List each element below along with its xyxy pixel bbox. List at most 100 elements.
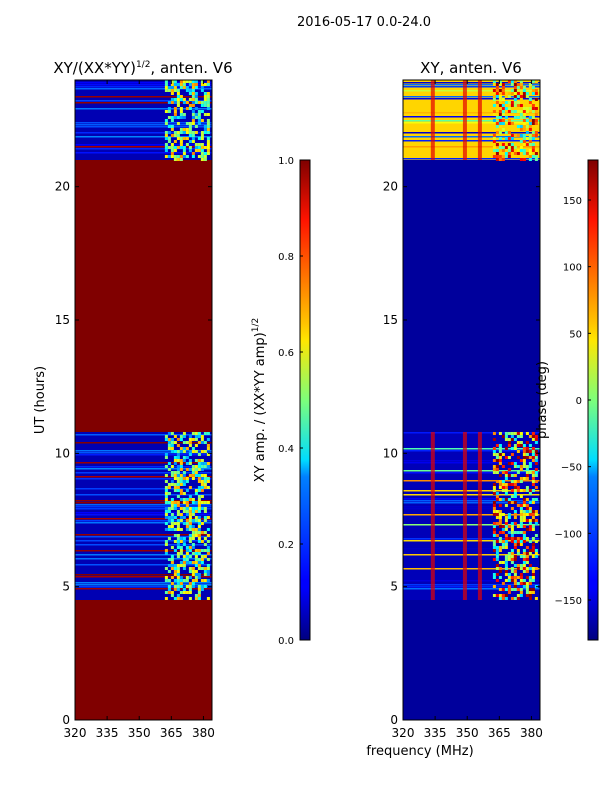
heatmap-cell <box>188 546 192 549</box>
heatmap-cell <box>516 152 520 155</box>
heatmap-cell <box>528 501 532 504</box>
heatmap-cell <box>498 459 502 462</box>
heatmap-cell <box>164 80 168 83</box>
heatmap-cell <box>531 525 535 528</box>
heatmap-cell <box>173 474 177 477</box>
heatmap-stripe <box>75 148 212 150</box>
heatmap-cell <box>531 573 535 576</box>
heatmap-cell <box>528 152 532 155</box>
heatmap-cell <box>191 432 195 435</box>
heatmap-cell <box>498 155 502 158</box>
heatmap-cell <box>504 522 508 525</box>
heatmap-cell <box>206 149 210 152</box>
heatmap-cell <box>167 444 171 447</box>
heatmap-cell <box>534 567 538 570</box>
heatmap-cell <box>495 149 499 152</box>
heatmap-cell <box>492 468 496 471</box>
heatmap-cell <box>501 92 505 95</box>
heatmap-stripe <box>75 550 212 552</box>
heatmap-cell <box>176 486 180 489</box>
heatmap-cell <box>164 498 168 501</box>
heatmap-cell <box>504 558 508 561</box>
heatmap-cell <box>170 561 174 564</box>
heatmap-cell <box>531 528 535 531</box>
heatmap-cell <box>194 149 198 152</box>
heatmap-cell <box>203 152 207 155</box>
heatmap-cell <box>531 110 535 113</box>
colorbar-tick-label: 0.4 <box>278 444 294 455</box>
heatmap-cell <box>513 501 517 504</box>
heatmap-cell <box>206 549 210 552</box>
heatmap-cell <box>495 122 499 125</box>
heatmap-cell <box>492 471 496 474</box>
heatmap-stripe <box>75 508 212 510</box>
heatmap-cell <box>191 468 195 471</box>
heatmap-cell <box>507 104 511 107</box>
heatmap-cell <box>531 474 535 477</box>
heatmap-cell <box>182 113 186 116</box>
heatmap-cell <box>179 537 183 540</box>
heatmap-cell <box>519 113 523 116</box>
heatmap-cell <box>522 95 526 98</box>
heatmap-cell <box>522 158 526 161</box>
heatmap-region <box>403 160 540 432</box>
heatmap-cell <box>504 528 508 531</box>
heatmap-cell <box>200 83 204 86</box>
heatmap-stripe <box>75 502 212 504</box>
heatmap-cell <box>194 579 198 582</box>
heatmap-cell <box>513 522 517 525</box>
y-tick-label: 5 <box>62 580 70 594</box>
heatmap-cell <box>513 80 517 83</box>
heatmap-cell <box>516 576 520 579</box>
heatmap-cell <box>185 122 189 125</box>
heatmap-cell <box>194 501 198 504</box>
heatmap-cell <box>206 95 210 98</box>
heatmap-cell <box>173 501 177 504</box>
heatmap-cell <box>167 519 171 522</box>
heatmap-cell <box>534 441 538 444</box>
heatmap-stripe <box>75 512 212 514</box>
heatmap-cell <box>492 119 496 122</box>
heatmap-cell <box>194 507 198 510</box>
heatmap-cell <box>191 498 195 501</box>
heatmap-cell <box>173 573 177 576</box>
heatmap-stripe <box>75 108 212 110</box>
heatmap-cell <box>203 465 207 468</box>
heatmap-cell <box>176 537 180 540</box>
heatmap-cell <box>534 498 538 501</box>
heatmap-cell <box>519 489 523 492</box>
heatmap-cell <box>200 101 204 104</box>
heatmap-cell <box>531 576 535 579</box>
heatmap-cell <box>197 558 201 561</box>
heatmap-cell <box>522 510 526 513</box>
heatmap-cell <box>528 83 532 86</box>
heatmap-cell <box>495 83 499 86</box>
heatmap-cell <box>170 128 174 131</box>
heatmap-cell <box>182 131 186 134</box>
heatmap-stripe <box>75 468 212 470</box>
heatmap-cell <box>519 128 523 131</box>
heatmap-cell <box>200 489 204 492</box>
heatmap-cell <box>206 564 210 567</box>
heatmap-stripe <box>75 136 212 138</box>
heatmap-cell <box>507 149 511 152</box>
colorbar-tick-label: −50 <box>561 463 582 474</box>
heatmap-cell <box>173 113 177 116</box>
heatmap-cell <box>504 489 508 492</box>
heatmap-cell <box>522 119 526 122</box>
heatmap-stripe <box>403 460 540 462</box>
heatmap-cell <box>188 450 192 453</box>
heatmap-cell <box>191 507 195 510</box>
heatmap-cell <box>534 480 538 483</box>
heatmap-cell <box>504 588 508 591</box>
heatmap-cell <box>203 432 207 435</box>
heatmap-cell <box>531 555 535 558</box>
heatmap-cell <box>170 507 174 510</box>
heatmap-cell <box>504 555 508 558</box>
heatmap-cell <box>531 149 535 152</box>
heatmap-cell <box>525 570 529 573</box>
heatmap-cell <box>495 465 499 468</box>
heatmap-cell <box>531 456 535 459</box>
heatmap-cell <box>206 113 210 116</box>
heatmap-cell <box>188 585 192 588</box>
